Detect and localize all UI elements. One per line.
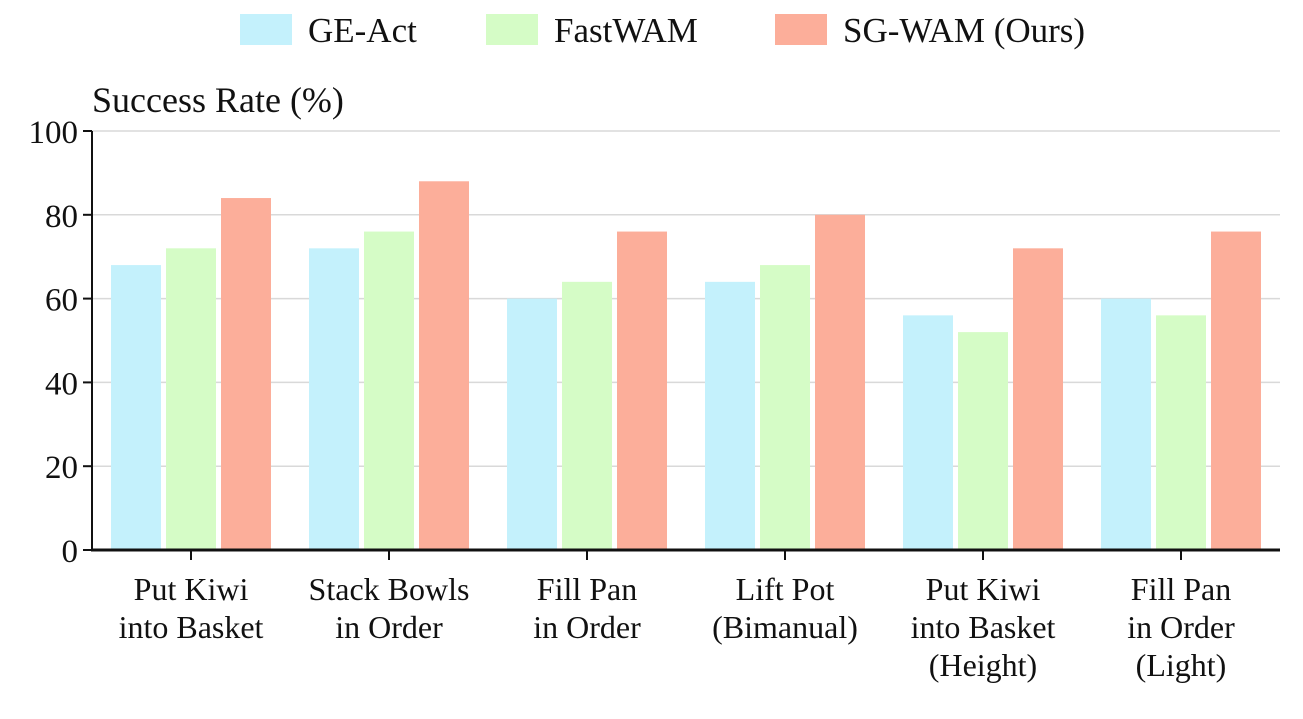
x-tick-label: Stack Bowls (309, 571, 470, 607)
y-tick-label: 100 (29, 115, 79, 151)
bar (617, 231, 667, 550)
x-tick-label: Fill Pan (1131, 571, 1231, 607)
bar (364, 231, 414, 550)
bar (507, 298, 557, 550)
bar (1156, 315, 1206, 550)
x-tick-label: into Basket (119, 609, 264, 645)
x-tick-label: Fill Pan (537, 571, 637, 607)
x-tick-label: in Order (335, 609, 443, 645)
y-axis-label: Success Rate (%) (92, 80, 344, 120)
bar (958, 332, 1008, 550)
legend: GE-Act FastWAM SG-WAM (Ours) (240, 11, 1085, 50)
bar (221, 198, 271, 551)
bar (705, 281, 755, 550)
legend-label: GE-Act (308, 11, 417, 50)
y-ticks: 0 20 40 60 80 100 (29, 115, 92, 570)
bar (166, 248, 216, 550)
axes (91, 131, 1280, 552)
legend-label: FastWAM (554, 11, 698, 50)
x-tick-label: (Bimanual) (712, 609, 858, 645)
x-tick-label: in Order (1127, 609, 1235, 645)
y-tick-label: 20 (45, 450, 78, 486)
x-tick-label: Put Kiwi (134, 571, 249, 607)
x-tick-label: Lift Pot (736, 571, 835, 607)
grid-lines (92, 130, 1280, 467)
x-tick-label: into Basket (911, 609, 1056, 645)
bars (111, 181, 1261, 551)
y-tick-label: 80 (45, 199, 78, 235)
y-tick-label: 0 (62, 534, 79, 570)
legend-swatch (486, 14, 538, 45)
x-tick-label: Put Kiwi (926, 571, 1041, 607)
legend-swatch (240, 14, 292, 45)
bar (760, 265, 810, 550)
bar (903, 315, 953, 550)
bar (1101, 298, 1151, 550)
bar (562, 281, 612, 550)
x-tick-label: in Order (533, 609, 641, 645)
bar (111, 265, 161, 550)
legend-swatch (775, 14, 827, 45)
bar (309, 248, 359, 550)
bar (1211, 231, 1261, 550)
x-tick-label: (Height) (929, 647, 1037, 683)
bar (815, 214, 865, 551)
y-tick-label: 40 (45, 366, 78, 402)
x-tick-label: (Light) (1136, 647, 1227, 683)
y-tick-label: 60 (45, 283, 78, 319)
bar (1013, 248, 1063, 550)
legend-label: SG-WAM (Ours) (843, 11, 1085, 50)
bar (419, 181, 469, 550)
